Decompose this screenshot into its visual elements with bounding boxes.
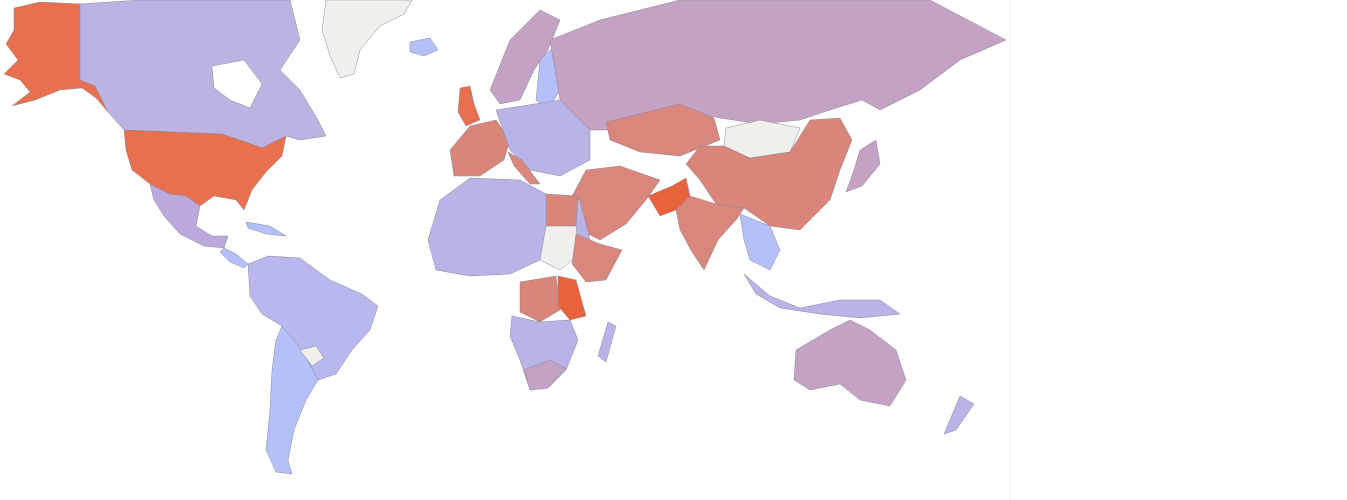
caribbean xyxy=(245,221,287,237)
canada xyxy=(79,0,327,149)
india xyxy=(675,195,745,271)
western-europe xyxy=(449,119,511,177)
drc xyxy=(519,275,561,323)
africa xyxy=(427,177,623,391)
italy xyxy=(507,151,541,185)
south-america xyxy=(247,255,379,475)
china xyxy=(685,117,853,231)
usa xyxy=(123,129,287,211)
south-africa xyxy=(523,359,567,391)
horn-of-africa xyxy=(571,233,623,283)
australia xyxy=(793,319,907,407)
north-america xyxy=(3,0,327,269)
japan xyxy=(845,139,881,193)
greenland xyxy=(321,0,413,79)
southeast-asia xyxy=(739,213,781,271)
bolivia xyxy=(299,345,325,367)
russia xyxy=(549,0,1007,131)
uk xyxy=(457,85,481,127)
madagascar xyxy=(597,321,617,363)
hudson-bay xyxy=(211,59,263,109)
south-america-north xyxy=(247,255,379,381)
mexico xyxy=(149,183,229,249)
iceland xyxy=(409,37,439,57)
new-zealand xyxy=(943,395,975,435)
sudan xyxy=(539,225,581,271)
argentina-chile xyxy=(265,325,319,475)
indonesia xyxy=(743,273,901,319)
central-america xyxy=(219,247,249,269)
egypt xyxy=(545,193,579,227)
east-africa xyxy=(557,275,587,321)
scandinavia xyxy=(489,9,561,105)
